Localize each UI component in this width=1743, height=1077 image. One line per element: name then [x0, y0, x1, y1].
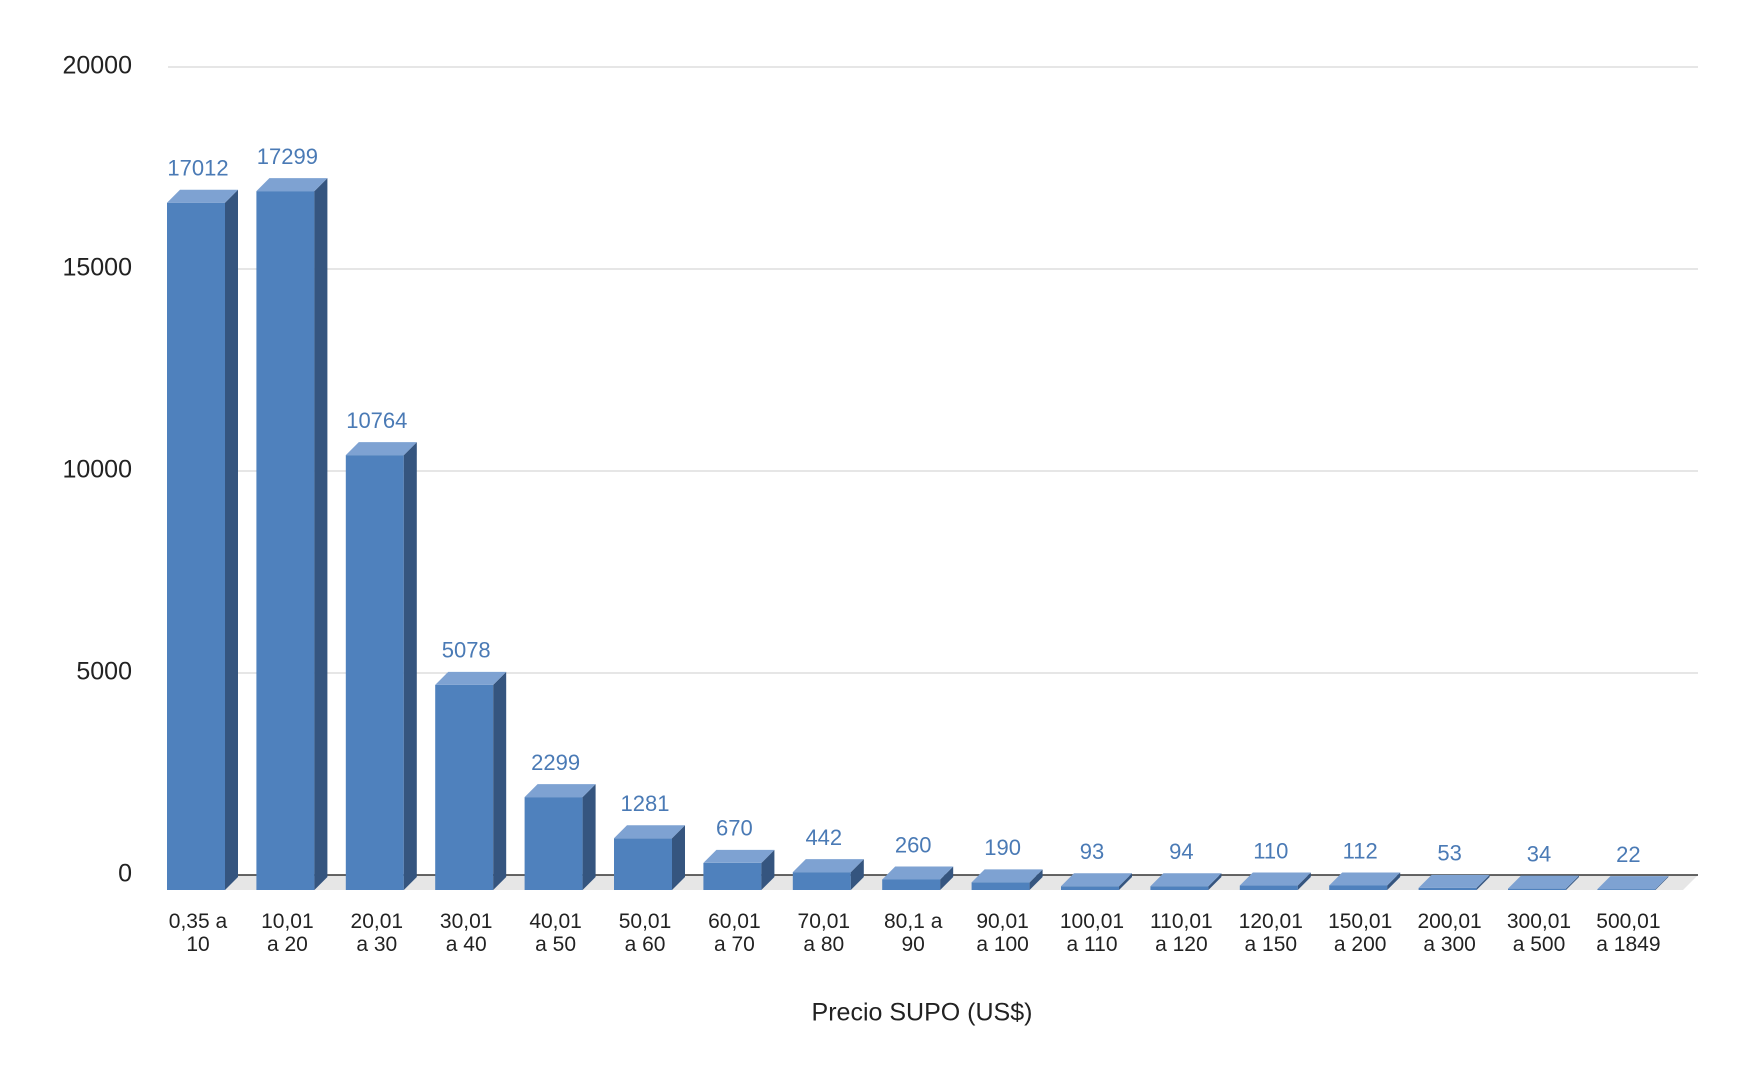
x-tick-label: 80,1 a 90: [883, 910, 943, 956]
x-tick-label: 50,01 a 60: [618, 910, 672, 956]
bar: [345, 455, 404, 890]
bar-top: [1239, 872, 1311, 886]
x-tick-label: 500,01 a 1849: [1596, 910, 1661, 956]
bar-top: [792, 859, 864, 873]
data-label: 22: [1616, 842, 1640, 867]
bar-side: [1387, 872, 1401, 890]
bar-side: [940, 866, 954, 890]
bar-top: [1150, 873, 1222, 887]
bar: [435, 684, 494, 890]
data-label: 1281: [621, 791, 670, 816]
x-tick-label: 300,01 a 500: [1506, 910, 1572, 956]
data-label: 112: [1343, 838, 1378, 863]
bar: [1061, 886, 1119, 890]
bar: [256, 191, 315, 890]
x-tick-label: 60,01 a 70: [708, 910, 761, 956]
bar-top: [1508, 875, 1579, 889]
data-label: 190: [984, 835, 1021, 860]
data-label: 2299: [531, 750, 580, 775]
bar-top: [703, 849, 775, 863]
bar-top: [614, 825, 685, 839]
x-tick-label: 200,01 a 300: [1417, 910, 1482, 956]
bar-side: [1208, 873, 1222, 890]
bar-top: [1061, 873, 1132, 887]
bar-side: [493, 671, 507, 890]
bar-side: [314, 178, 328, 890]
x-tick-label: 100,01 a 110: [1059, 910, 1125, 956]
data-label: 93: [1080, 839, 1104, 864]
bar: [882, 879, 941, 890]
bar-top: [435, 671, 507, 685]
bar: [1508, 888, 1566, 890]
bar: [1150, 886, 1209, 890]
bar-side: [1655, 876, 1669, 890]
bar: [703, 862, 762, 890]
y-tick-label: 0: [118, 860, 132, 888]
bar: [524, 797, 583, 890]
bar-top: [167, 189, 238, 203]
bar-top: [1418, 874, 1490, 888]
bar-top: [256, 178, 328, 192]
data-label: 5078: [442, 638, 491, 663]
x-tick-label: 40,01 a 50: [529, 910, 582, 956]
bar: [1597, 889, 1656, 890]
data-label: 94: [1169, 839, 1193, 864]
bar-side: [1297, 872, 1311, 890]
bar: [614, 838, 672, 890]
x-axis-title: Precio SUPO (US$): [812, 999, 1033, 1027]
bar: [1329, 885, 1388, 890]
bar-top: [345, 442, 417, 456]
x-tick-label: 0,35 a 10: [168, 910, 228, 956]
bar-side: [672, 825, 685, 890]
x-tick-label: 90,01 a 100: [976, 910, 1029, 956]
bar: [792, 872, 851, 890]
data-label: 670: [716, 816, 753, 841]
data-label: 34: [1527, 841, 1551, 866]
bar-top: [971, 869, 1043, 883]
x-tick-label: 20,01 a 30: [350, 910, 404, 956]
data-label: 110: [1253, 838, 1288, 863]
data-label: 17012: [167, 156, 228, 181]
x-tick-label: 150,01 a 200: [1328, 910, 1393, 956]
bar-side: [225, 189, 238, 890]
x-tick-label: 70,01 a 80: [797, 910, 851, 956]
bar: [971, 882, 1030, 890]
bar-side: [1119, 873, 1132, 890]
bar-side: [761, 849, 775, 890]
x-tick-label: 120,01 a 150: [1238, 910, 1303, 956]
bar-top: [524, 784, 596, 798]
y-tick-label: 10000: [62, 456, 132, 484]
bar-side: [1476, 874, 1490, 890]
y-tick-label: 15000: [62, 254, 132, 282]
bar: [1239, 885, 1298, 890]
data-label: 260: [895, 832, 932, 857]
bar-side: [1566, 875, 1579, 890]
x-tick-label: 110,01 a 120: [1150, 910, 1213, 956]
data-label: 442: [805, 825, 842, 850]
bar-top: [1597, 876, 1669, 890]
y-tick-label: 5000: [76, 658, 132, 686]
bar-top: [1329, 872, 1401, 886]
x-tick-label: 30,01 a 40: [439, 910, 493, 956]
data-label: 53: [1437, 841, 1461, 866]
x-tick-label: 10,01 a 20: [261, 910, 314, 956]
bar: [1418, 887, 1477, 890]
data-label: 10764: [346, 408, 407, 433]
data-label: 17299: [257, 144, 318, 169]
bar-side: [582, 784, 596, 890]
bar-side: [403, 442, 417, 890]
bar-side: [850, 859, 864, 890]
bar-side: [1029, 869, 1043, 890]
bar-top: [882, 866, 954, 880]
bar: [167, 202, 225, 890]
y-tick-label: 20000: [62, 52, 132, 80]
